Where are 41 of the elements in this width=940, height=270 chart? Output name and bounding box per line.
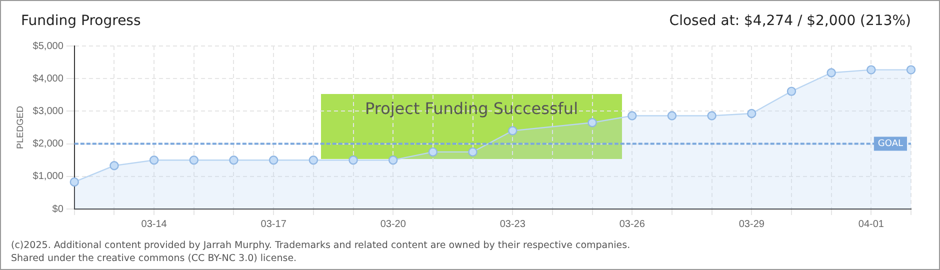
x-tick-label: 03-14: [141, 218, 168, 230]
y-tick-label: $2,000: [32, 138, 64, 150]
point: [508, 126, 518, 136]
point: [866, 65, 876, 74]
point: [628, 111, 637, 120]
point: [308, 156, 318, 165]
point: [906, 65, 916, 74]
point: [348, 156, 358, 165]
point: [707, 111, 716, 120]
point: [189, 156, 198, 165]
point: [149, 156, 159, 165]
point: [667, 111, 677, 120]
text: Shared under the creative commons (CC BY-NC 3.0) license.: [11, 252, 298, 265]
y-tick-label: $4,000: [32, 73, 64, 84]
point: [747, 108, 756, 118]
x-tick-label: 03-17: [260, 218, 287, 230]
point: [428, 147, 438, 157]
y-tick-label: $3,000: [32, 106, 64, 117]
chart-subtitle: Closed at: $4,274 / $2,000 (213%): [669, 13, 911, 29]
x-tick-label: 03-23: [500, 218, 526, 230]
y-axis-title: PLEDGED: [14, 105, 25, 150]
y-tick-label: $1,000: [32, 171, 64, 182]
text: (c)2025. Additional content provided by Jarrah Murphy. Trademarks and related content are owned by their respective companies.: [11, 239, 630, 252]
point: [786, 86, 796, 96]
chart-title: Funding Progress: [21, 13, 141, 29]
point: [70, 177, 79, 187]
point: [229, 156, 238, 165]
point: [388, 156, 398, 165]
x-tick-label: 03-26: [619, 218, 646, 230]
point: [110, 161, 119, 170]
x-tick-label: 03-29: [738, 218, 765, 230]
x-tick-label: 04-01: [858, 218, 884, 230]
y-tick-label: $0: [52, 204, 64, 215]
point: [826, 68, 836, 78]
point: [588, 118, 597, 128]
ref-line-label: GOAL: [878, 139, 904, 150]
point: [468, 147, 478, 157]
point: [268, 156, 278, 165]
y-tick-label: $5,000: [32, 40, 64, 52]
x-tick-label: 03-20: [380, 218, 406, 230]
annotation: Project Funding Successful: [364, 99, 580, 118]
